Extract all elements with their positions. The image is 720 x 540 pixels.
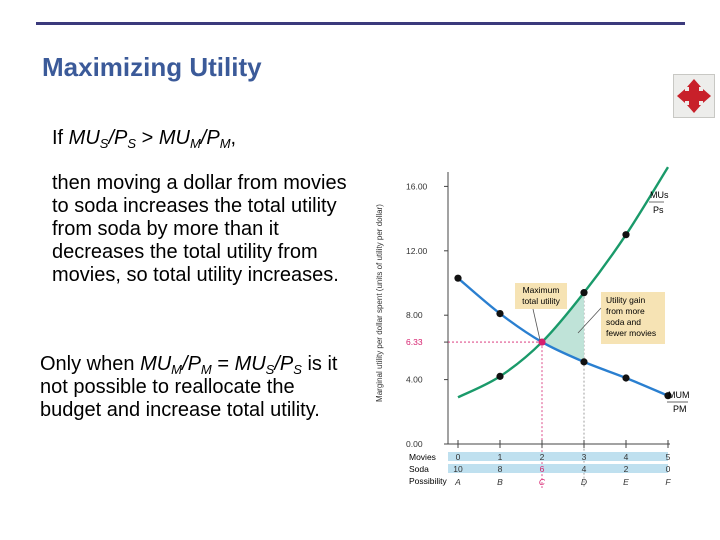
movies-value: 3 [582, 452, 587, 462]
max-utility-pointer [532, 308, 541, 341]
movies-value: 2 [540, 452, 545, 462]
soda-row-bar [448, 464, 668, 473]
bullet-equilibrium: Only when MUM/PM = MUS/PS is it not poss… [40, 353, 338, 421]
soda-mu-line [457, 166, 670, 399]
movies-point [454, 274, 462, 282]
movies-series-label-top: MUM [668, 390, 690, 400]
marginal-utility-chart: Marginal utility per dollar spent (units… [375, 166, 690, 488]
soda-row-label: Soda [409, 464, 429, 474]
movies-value: 1 [498, 452, 503, 462]
utility-gain-label-1: Utility gain [606, 295, 645, 305]
movies-value: 0 [456, 452, 461, 462]
y-tick-label: 8.00 [406, 310, 423, 320]
movies-series-label-bottom: PM [673, 404, 687, 414]
movies-row-bar [448, 452, 668, 461]
title-rule [36, 22, 685, 25]
max-utility-box [515, 283, 567, 309]
utility-gain-label-3: soda and [606, 317, 641, 327]
y-tick-label: 12.00 [406, 246, 428, 256]
max-utility-label-2: total utility [522, 296, 561, 306]
y-tick-label: 16.00 [406, 181, 428, 191]
movies-point [664, 392, 672, 400]
movies-point [622, 374, 630, 382]
movies-point [580, 358, 588, 366]
possibility-letter: E [623, 477, 629, 487]
soda-point [622, 231, 630, 239]
soda-value: 6 [540, 464, 545, 474]
soda-series-label-bottom: Ps [653, 205, 664, 215]
soda-point [496, 372, 504, 380]
utility-gain-label-2: from more [606, 306, 645, 316]
possibility-letter: F [665, 477, 671, 487]
max-utility-label-1: Maximum [523, 285, 560, 295]
utility-gain-label-4: fewer movies [606, 328, 656, 338]
movies-row-label: Movies [409, 452, 436, 462]
possibility-letter: D [581, 477, 587, 487]
y-tick-label: 4.00 [406, 375, 423, 385]
bullet-condition: If MUS/PS > MUM/PM, [52, 127, 237, 151]
bullet-explanation: then moving a dollar from movies to soda… [52, 172, 347, 286]
utility-gain-area [542, 292, 584, 362]
soda-value: 2 [624, 464, 629, 474]
soda-series-label-top: MUs [650, 190, 669, 200]
movies-value: 5 [666, 452, 671, 462]
soda-value: 0 [666, 464, 671, 474]
y-tick-label: 6.33 [406, 337, 423, 347]
possibility-letter: C [539, 477, 546, 487]
slide-title: Maximizing Utility [42, 52, 262, 82]
soda-value: 10 [453, 464, 463, 474]
utility-gain-box [601, 292, 665, 344]
possibility-letter: B [497, 477, 503, 487]
y-axis-title: Marginal utility per dollar spent (units… [375, 204, 384, 402]
equilibrium-point [538, 338, 546, 346]
soda-value: 4 [582, 464, 587, 474]
movies-value: 4 [624, 452, 629, 462]
movies-point [496, 309, 504, 318]
soda-point [580, 289, 588, 297]
soda-value: 8 [498, 464, 503, 474]
movies-mu-line [457, 277, 669, 397]
utility-gain-pointer [577, 307, 602, 334]
move-arrows-icon[interactable] [673, 74, 715, 118]
possibility-row-label: Possibility [409, 476, 448, 486]
possibility-letter: A [454, 477, 461, 487]
y-tick-label: 0.00 [406, 439, 423, 449]
